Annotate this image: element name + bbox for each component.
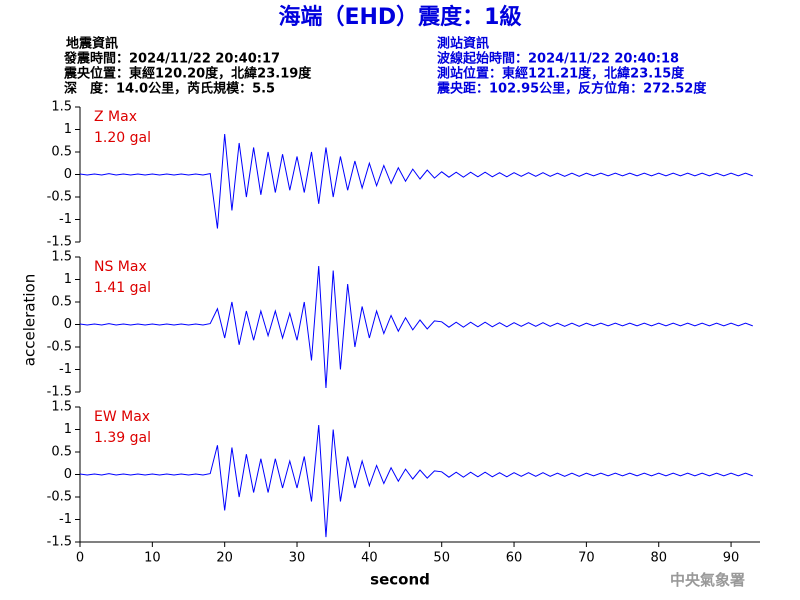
y-tick-label: -1.5 xyxy=(47,235,72,250)
panel-label: Z Max xyxy=(94,109,137,125)
x-tick-label: 40 xyxy=(361,551,378,566)
y-tick-label: 0.5 xyxy=(51,295,72,310)
panel-max: 1.39 gal xyxy=(94,430,151,446)
y-tick-label: 1.5 xyxy=(51,250,72,265)
x-tick-label: 20 xyxy=(216,551,233,566)
y-tick-label: -0.5 xyxy=(47,490,72,505)
waveform xyxy=(79,265,753,388)
y-axis-label: acceleration xyxy=(21,274,39,366)
y-tick-label: -1.5 xyxy=(47,385,72,400)
x-tick-label: 30 xyxy=(289,551,306,566)
info-right: 波線起始時間：2024/11/22 20:40:18 xyxy=(437,51,679,67)
panel-label: EW Max xyxy=(94,409,150,425)
footer: 中央氣象署 xyxy=(670,571,745,589)
info-left: 地震資訊 xyxy=(66,36,118,52)
info-right: 測站資訊 xyxy=(437,36,489,52)
y-tick-label: -1 xyxy=(59,362,72,377)
y-tick-label: 0 xyxy=(64,167,72,182)
y-tick-label: -1.5 xyxy=(47,535,72,550)
x-tick-label: 80 xyxy=(650,551,667,566)
y-tick-label: -1 xyxy=(59,512,72,527)
waveform xyxy=(79,133,753,229)
panel-label: NS Max xyxy=(94,259,147,275)
y-tick-label: 1.5 xyxy=(51,100,72,115)
chart-title: 海端（EHD）震度：1級 xyxy=(278,4,521,30)
y-tick-label: 0 xyxy=(64,317,72,332)
y-tick-label: 0.5 xyxy=(51,145,72,160)
x-axis-label: second xyxy=(370,571,430,589)
y-tick-label: -0.5 xyxy=(47,190,72,205)
y-tick-label: -1 xyxy=(59,212,72,227)
info-left: 發震時間：2024/11/22 20:40:17 xyxy=(63,51,280,67)
info-left: 深 度：14.0公里，芮氏規模：5.5 xyxy=(64,81,275,97)
y-tick-label: 1.5 xyxy=(51,400,72,415)
waveform xyxy=(79,424,753,538)
y-tick-label: -0.5 xyxy=(47,340,72,355)
y-tick-label: 0 xyxy=(64,467,72,482)
x-tick-label: 50 xyxy=(433,551,450,566)
y-tick-label: 1 xyxy=(64,122,72,137)
x-tick-label: 10 xyxy=(144,551,161,566)
x-tick-label: 90 xyxy=(723,551,740,566)
info-right: 測站位置：東經121.21度，北緯23.15度 xyxy=(437,66,685,82)
info-left: 震央位置：東經120.20度，北緯23.19度 xyxy=(63,66,312,82)
y-tick-label: 1 xyxy=(64,422,72,437)
x-tick-label: 70 xyxy=(578,551,595,566)
y-tick-label: 0.5 xyxy=(51,445,72,460)
panel-max: 1.20 gal xyxy=(94,130,151,146)
panel-max: 1.41 gal xyxy=(94,280,151,296)
info-right: 震央距：102.95公里，反方位角：272.52度 xyxy=(436,81,707,97)
x-tick-label: 0 xyxy=(76,551,84,566)
y-tick-label: 1 xyxy=(64,272,72,287)
x-tick-label: 60 xyxy=(506,551,523,566)
